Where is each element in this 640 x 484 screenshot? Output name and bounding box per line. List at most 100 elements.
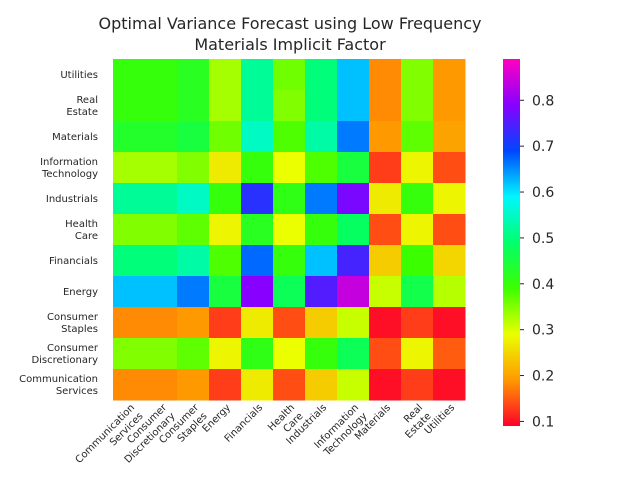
heatmap-cell (209, 276, 242, 308)
heatmap-cell (369, 152, 402, 184)
heatmap-cell (369, 90, 402, 122)
heatmap-cell (241, 90, 274, 122)
heatmap-cell (145, 90, 178, 122)
heatmap-cell (433, 59, 466, 91)
heatmap-cell (305, 152, 338, 184)
heatmap-cell (145, 307, 178, 339)
heatmap-cell (209, 121, 242, 153)
heatmap-cell (113, 276, 146, 308)
heatmap-cell (369, 276, 402, 308)
heatmap-cell (273, 369, 306, 401)
colorbar-tick-label: 0.8 (532, 93, 554, 109)
heatmap-cell (273, 90, 306, 122)
colorbar-tick-label: 0.7 (532, 139, 554, 155)
heatmap-cell (209, 214, 242, 246)
colorbar-tick-label: 0.5 (532, 231, 554, 247)
heatmap-cell (337, 121, 370, 153)
heatmap-cell (369, 369, 402, 401)
heatmap-cell (433, 121, 466, 153)
y-tick-label: Real Estate (66, 95, 98, 118)
heatmap-cell (145, 338, 178, 370)
heatmap-cell (145, 121, 178, 153)
heatmap-cell (337, 307, 370, 339)
heatmap-cell (433, 307, 466, 339)
heatmap-cell (305, 276, 338, 308)
heatmap-cell (433, 183, 466, 215)
heatmap-cell (273, 338, 306, 370)
y-tick-label: Energy (63, 287, 98, 298)
y-tick-label: Communication Services (19, 374, 98, 397)
heatmap-cell (337, 214, 370, 246)
heatmap-cell (401, 59, 434, 91)
heatmap-cell (177, 338, 210, 370)
heatmap-cell (401, 214, 434, 246)
heatmap-cell (305, 183, 338, 215)
heatmap-cell (177, 59, 210, 91)
colorbar (503, 59, 520, 426)
colorbar-tick-label: 0.2 (532, 369, 554, 385)
heatmap-cell (177, 369, 210, 401)
heatmap-cell (241, 276, 274, 308)
heatmap-cell (337, 59, 370, 91)
heatmap-cell (401, 307, 434, 339)
heatmap-cell (209, 90, 242, 122)
heatmap-cell (273, 245, 306, 277)
heatmap-cell (273, 276, 306, 308)
y-tick-label: Consumer Staples (47, 312, 99, 335)
heatmap-cell (177, 276, 210, 308)
heatmap-cell (241, 152, 274, 184)
colorbar-tick-label: 0.1 (532, 414, 554, 430)
y-tick-label: Materials (52, 132, 98, 143)
heatmap-cell (369, 214, 402, 246)
chart-title-line1: Optimal Variance Forecast using Low Freq… (99, 14, 482, 33)
y-tick-label: Utilities (60, 70, 98, 81)
heatmap-cell (273, 152, 306, 184)
heatmap-cell (273, 59, 306, 91)
heatmap-cell (337, 152, 370, 184)
heatmap-cell (241, 121, 274, 153)
heatmap-cell (113, 369, 146, 401)
heatmap-cell (433, 369, 466, 401)
heatmap-cell (273, 307, 306, 339)
heatmap-cell (209, 338, 242, 370)
heatmap-cell (401, 90, 434, 122)
heatmap-cell (401, 121, 434, 153)
heatmap-cell (241, 307, 274, 339)
heatmap-cell (305, 214, 338, 246)
heatmap-cell (337, 245, 370, 277)
heatmap-cell (145, 59, 178, 91)
heatmap-cell (433, 152, 466, 184)
heatmap-cell (401, 369, 434, 401)
heatmap-cell (369, 338, 402, 370)
heatmap-cell (273, 214, 306, 246)
heatmap-cell (273, 183, 306, 215)
heatmap-cell (145, 245, 178, 277)
heatmap-cell (177, 307, 210, 339)
heatmap-cell (145, 183, 178, 215)
x-axis-labels: CommunicationServicesConsumerDiscretiona… (74, 402, 458, 466)
heatmap-cell (369, 245, 402, 277)
heatmap-cell (113, 245, 146, 277)
colorbar-tick-label: 0.6 (532, 185, 554, 201)
heatmap-cell (433, 90, 466, 122)
heatmap-cell (145, 214, 178, 246)
chart-title-line2: Materials Implicit Factor (194, 35, 386, 54)
heatmap-cell (337, 276, 370, 308)
heatmap-cell (433, 276, 466, 308)
heatmap-cell (241, 214, 274, 246)
heatmap-cell (145, 369, 178, 401)
heatmap-cell (209, 369, 242, 401)
heatmap-cell (433, 245, 466, 277)
y-tick-label: Industrials (46, 194, 98, 205)
heatmap-cell (209, 152, 242, 184)
heatmap-cell (113, 338, 146, 370)
heatmap-cell (113, 90, 146, 122)
heatmap-cell (401, 152, 434, 184)
heatmap-cell (241, 245, 274, 277)
heatmap-cell (113, 121, 146, 153)
heatmap-cell (177, 90, 210, 122)
heatmap-cell (273, 121, 306, 153)
heatmap-cell (305, 59, 338, 91)
